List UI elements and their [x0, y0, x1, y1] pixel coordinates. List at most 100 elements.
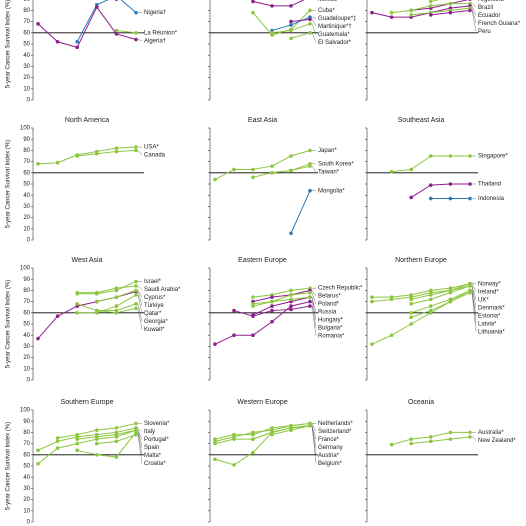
data-point	[114, 28, 119, 33]
data-point	[409, 322, 414, 326]
data-point	[95, 453, 99, 457]
data-point	[429, 439, 433, 444]
data-point	[308, 22, 312, 26]
series-line	[252, 292, 311, 307]
series-line	[411, 0, 469, 11]
data-point	[370, 299, 374, 304]
data-point	[308, 8, 312, 13]
data-point	[468, 154, 472, 158]
data-point	[114, 295, 119, 299]
data-point	[270, 295, 274, 299]
data-point	[409, 167, 414, 172]
series-line	[372, 283, 471, 298]
y-tick-label: 90	[23, 137, 30, 143]
y-tick-label: 100	[20, 408, 31, 414]
data-point	[308, 423, 312, 428]
data-point	[289, 231, 293, 236]
series-line	[371, 289, 471, 345]
data-point	[114, 455, 119, 459]
series-line	[37, 429, 137, 465]
series-line	[252, 163, 311, 178]
data-point	[75, 448, 79, 453]
data-point	[55, 314, 60, 318]
series-label: Singapore*	[478, 154, 508, 160]
series-line	[116, 30, 137, 34]
label-leader	[311, 306, 317, 337]
y-tick-label: 10	[23, 86, 30, 92]
data-point	[36, 336, 40, 341]
data-point	[448, 288, 453, 293]
data-point	[114, 426, 119, 430]
data-point	[114, 439, 119, 444]
data-point	[251, 450, 255, 455]
label-leader	[311, 165, 317, 172]
data-point	[75, 441, 79, 446]
panel-title: Western Europe	[237, 399, 288, 406]
data-point	[289, 28, 293, 33]
series-label: Denmark*	[478, 305, 505, 311]
data-point	[270, 432, 274, 437]
data-point	[36, 22, 40, 26]
y-tick-label: 80	[23, 288, 30, 294]
series-label: UK*	[478, 297, 489, 303]
y-tick-label: 30	[23, 64, 30, 70]
data-point	[448, 1, 453, 6]
data-point	[429, 196, 433, 201]
y-tick-label: 70	[23, 441, 30, 447]
data-point	[213, 441, 217, 446]
panel-title: Northern Europe	[395, 257, 447, 264]
label-leader	[471, 436, 477, 441]
series-line	[411, 283, 471, 300]
data-point	[289, 154, 293, 158]
series-label: France*	[318, 437, 340, 443]
series-label: Guatemala*	[318, 32, 350, 38]
data-point	[289, 288, 293, 293]
label-leader	[311, 301, 317, 329]
label-leader	[471, 290, 477, 324]
label-leader	[311, 425, 317, 440]
y-tick-label: 40	[23, 53, 30, 59]
series-label: Australia*	[478, 430, 504, 436]
panel-title: Eastern Europe	[238, 257, 287, 264]
series-label: Ireland*	[478, 289, 499, 295]
series-label: Italy	[144, 429, 155, 435]
series-label: Algeria†	[144, 38, 166, 44]
data-point	[389, 10, 394, 15]
y-tick-label: 10	[23, 508, 30, 514]
data-point	[95, 151, 99, 156]
data-point	[114, 0, 119, 1]
data-point	[429, 290, 433, 295]
panel-title: Southeast Asia	[398, 117, 445, 124]
data-point	[232, 463, 236, 467]
series-label: Austria*	[318, 453, 340, 459]
label-leader	[471, 292, 477, 332]
series-line	[77, 280, 137, 295]
data-point	[36, 448, 40, 453]
data-point	[134, 148, 138, 153]
data-point	[251, 295, 255, 299]
data-point	[270, 164, 274, 168]
data-point	[289, 304, 293, 308]
data-point	[134, 421, 138, 426]
data-point	[468, 8, 472, 13]
data-point	[468, 196, 472, 201]
series-label: Ecuador	[478, 13, 500, 19]
data-point	[308, 304, 312, 308]
data-point	[95, 441, 99, 446]
data-point	[95, 308, 99, 313]
series-line	[371, 5, 471, 18]
series-label: Russia	[318, 310, 337, 316]
y-tick-label: 80	[23, 430, 30, 436]
label-leader	[471, 285, 477, 300]
data-point	[308, 148, 312, 153]
data-point	[468, 0, 472, 1]
y-tick-label: 0	[27, 238, 31, 244]
data-point	[75, 39, 79, 44]
data-point	[448, 430, 453, 435]
label-leader	[471, 285, 477, 308]
label-leader	[137, 308, 143, 330]
data-point	[251, 314, 255, 318]
label-leader	[311, 425, 317, 464]
series-label: Poland*	[318, 302, 340, 308]
y-tick-label: 0	[27, 378, 31, 384]
